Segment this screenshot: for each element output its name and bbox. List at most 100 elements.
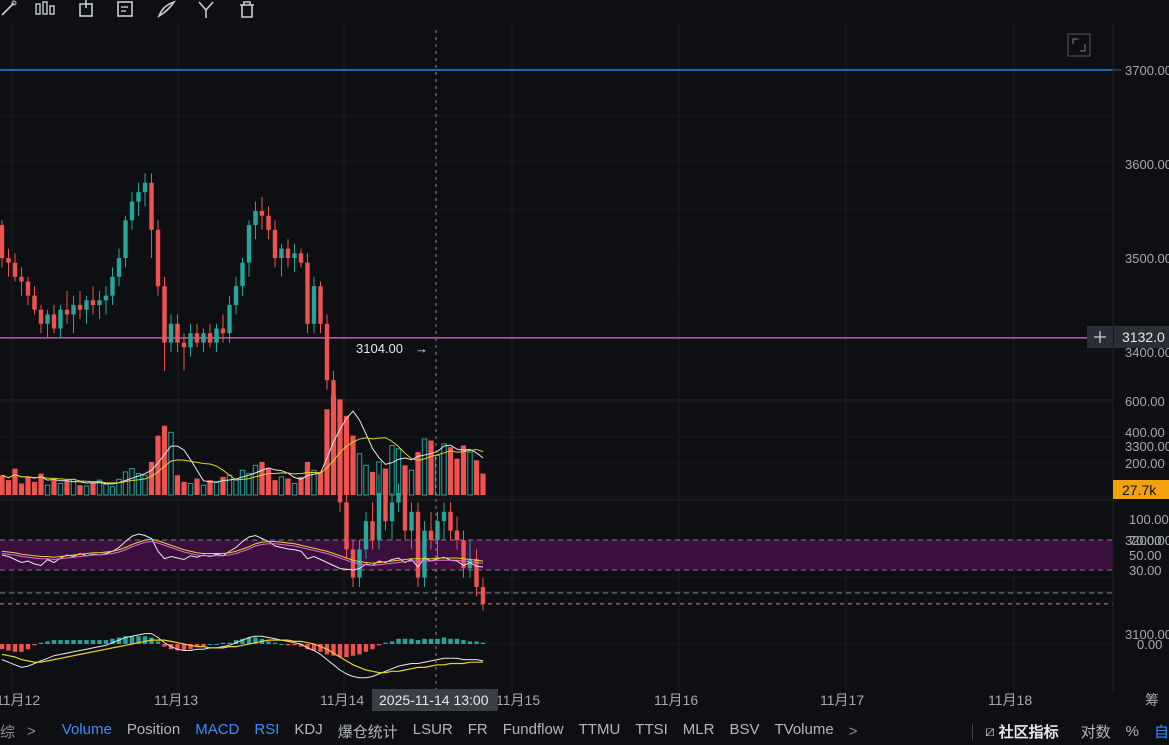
indicator-list: Volume Position MACD RSI KDJ 爆仓统计 LSUR FR Fundfl… xyxy=(62,721,849,742)
candle xyxy=(480,587,486,604)
volume-bar xyxy=(51,480,57,495)
volume-bar xyxy=(285,478,291,495)
candle xyxy=(259,211,265,216)
volume-bar xyxy=(103,483,109,496)
volume-bar xyxy=(304,462,311,495)
box-tool-icon[interactable] xyxy=(76,0,98,20)
macd-histogram-bar xyxy=(110,638,115,644)
macd-histogram-bar xyxy=(253,637,258,644)
drawing-toolbar xyxy=(0,0,1169,22)
macd-histogram-bar xyxy=(64,640,70,644)
volume-tick: 600.00 xyxy=(1125,394,1165,409)
indicator-mlr[interactable]: MLR xyxy=(682,721,715,738)
volume-bar xyxy=(135,473,142,496)
volume-bar xyxy=(90,482,96,495)
rsi-ma-line xyxy=(1,538,484,564)
macd-histogram-bar xyxy=(77,640,83,644)
candle xyxy=(77,305,83,310)
community-indicator-icon[interactable]: ⧄ xyxy=(985,723,995,740)
candle xyxy=(279,248,284,258)
indicator-lsur[interactable]: LSUR xyxy=(412,721,453,738)
macd-histogram-bar xyxy=(32,644,37,646)
macd-histogram-bar xyxy=(207,644,213,645)
current-price-badge[interactable]: 3132.0 xyxy=(1087,326,1169,348)
candle xyxy=(149,182,154,230)
indicator-position[interactable]: Position xyxy=(126,721,181,738)
auto-scale-button[interactable]: 自 xyxy=(1153,724,1169,741)
line-tool-icon[interactable] xyxy=(0,0,22,20)
volume-bar xyxy=(5,480,12,495)
macd-histogram-bar xyxy=(311,644,317,651)
rsi-band xyxy=(0,540,1113,570)
macd-histogram-bar xyxy=(474,641,479,644)
macd-histogram-bar xyxy=(84,640,89,644)
price-tick: 3100.00 xyxy=(1125,627,1169,642)
candle xyxy=(292,253,297,258)
candle xyxy=(428,530,434,540)
indicator-volume[interactable]: Volume xyxy=(61,721,112,738)
macd-histogram-bar xyxy=(441,637,447,644)
candle xyxy=(168,323,174,343)
more-chevron-icon[interactable]: > xyxy=(848,723,858,740)
volume-bar xyxy=(200,484,207,496)
macd-histogram-bar xyxy=(194,644,200,647)
candle xyxy=(461,540,466,569)
volume-bar xyxy=(116,478,122,496)
indicator-bsv[interactable]: BSV xyxy=(729,721,760,738)
time-tick: 11月18 xyxy=(988,692,1032,708)
macd-histogram-bar xyxy=(402,638,408,644)
indicator-macd[interactable]: MACD xyxy=(195,721,240,738)
macd-histogram-bar xyxy=(363,644,369,652)
volume-bar xyxy=(18,483,25,495)
indicator-fundflow[interactable]: Fundflow xyxy=(502,721,564,738)
macd-histogram-bar xyxy=(103,640,109,644)
macd-histogram-bar xyxy=(357,644,362,655)
volume-bar xyxy=(382,468,389,495)
trash-icon[interactable] xyxy=(236,0,258,20)
macd-histogram-bar xyxy=(181,644,187,651)
volume-bar xyxy=(0,475,5,495)
volume-bar xyxy=(129,468,135,496)
macd-histogram-bar xyxy=(448,638,453,644)
expand-icon[interactable] xyxy=(1067,33,1091,57)
log-scale-button[interactable]: 对数 xyxy=(1080,724,1111,741)
volume-bar xyxy=(25,476,31,495)
brush-icon[interactable] xyxy=(156,0,178,20)
indicator-ttmu[interactable]: TTMU xyxy=(578,721,621,738)
candle xyxy=(45,314,50,324)
note-edit-icon[interactable] xyxy=(116,0,138,20)
macd-histogram-bar xyxy=(19,644,24,652)
indicator-ttsi[interactable]: TTSI xyxy=(635,721,668,738)
candle xyxy=(201,333,206,343)
volume-bar xyxy=(109,486,116,496)
volume-bar xyxy=(454,458,460,495)
chart-area[interactable]: 3700.00 3600.00 3500.00 3400.00 3300.00 3200.… xyxy=(0,22,1169,714)
indicator-fr[interactable]: FR xyxy=(467,721,488,738)
candle xyxy=(402,493,408,531)
candle xyxy=(38,309,44,324)
macd-histogram-bar xyxy=(435,638,440,644)
volume-bar xyxy=(12,468,18,495)
percent-scale-button[interactable]: % xyxy=(1125,723,1139,740)
indicator-爆仓统计[interactable]: 爆仓统计 xyxy=(337,724,398,741)
community-indicator-button[interactable]: 社区指标 xyxy=(998,724,1059,741)
candle xyxy=(6,258,11,263)
rsi-tick: 100.00 xyxy=(1129,512,1169,527)
candle xyxy=(266,215,271,230)
volume-bar xyxy=(83,485,90,496)
indicator-kdj[interactable]: KDJ xyxy=(294,721,323,738)
volume-badge: 27.7k xyxy=(1113,480,1169,499)
candlestick-icon[interactable] xyxy=(34,0,56,20)
fork-icon[interactable] xyxy=(196,0,218,20)
volume-bar xyxy=(265,468,272,495)
candle xyxy=(305,262,310,324)
left-tab-label[interactable]: 综 xyxy=(0,724,16,741)
chevron-right-icon[interactable]: > xyxy=(27,723,36,740)
candle xyxy=(71,305,76,315)
chart-svg[interactable]: 3700.00 3600.00 3500.00 3400.00 3300.00 3200.… xyxy=(0,22,1169,714)
volume-bar xyxy=(168,431,174,496)
volume-bar xyxy=(142,474,148,496)
macd-histogram-bar xyxy=(51,640,57,644)
indicator-rsi[interactable]: RSI xyxy=(254,721,280,738)
indicator-tvolume[interactable]: TVolume xyxy=(774,721,834,738)
